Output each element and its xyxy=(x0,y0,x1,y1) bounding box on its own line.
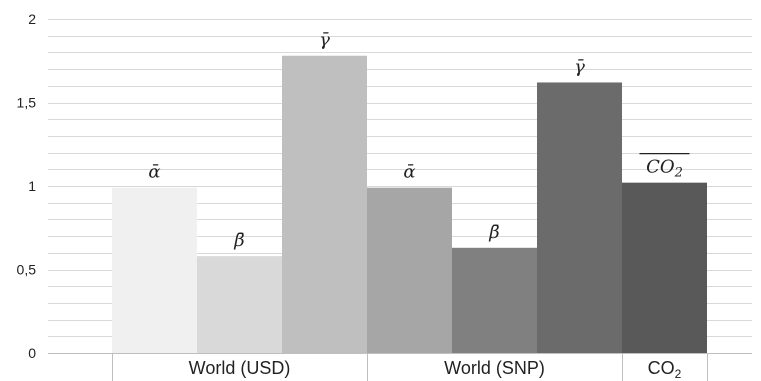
bar-label: CO2 xyxy=(646,157,683,181)
bar-label: γ̄ xyxy=(319,30,330,51)
bar-label: ᾱ xyxy=(403,162,415,183)
bar xyxy=(367,187,452,353)
bar xyxy=(622,182,707,353)
y-tick-label: 0,5 xyxy=(17,262,37,278)
bar xyxy=(537,82,622,354)
bar-label: γ̄ xyxy=(574,56,585,77)
bar xyxy=(282,55,367,354)
category-labels: World (USD) World (SNP) CO2 xyxy=(189,358,682,381)
y-axis-ticks: 0 0,5 1 1,5 2 xyxy=(17,11,37,361)
y-tick-label: 1,5 xyxy=(17,95,37,111)
bar xyxy=(112,187,197,353)
category-label: World (SNP) xyxy=(444,358,545,378)
x-axis xyxy=(48,353,752,381)
bar xyxy=(452,247,537,353)
y-tick-label: 0 xyxy=(28,345,36,361)
y-tick-label: 2 xyxy=(28,11,36,27)
y-tick-label: 1 xyxy=(28,178,36,194)
bar-labels: ᾱ β̄ γ̄ ᾱ β̄ γ̄ CO2 xyxy=(148,30,690,251)
bar xyxy=(197,256,282,353)
category-label: World (USD) xyxy=(189,358,291,378)
bars xyxy=(112,55,707,354)
bar-label: β̄ xyxy=(233,230,244,251)
bar-label: ᾱ xyxy=(148,162,160,183)
bar-label: β̄ xyxy=(488,222,499,243)
category-label: CO2 xyxy=(648,358,682,381)
